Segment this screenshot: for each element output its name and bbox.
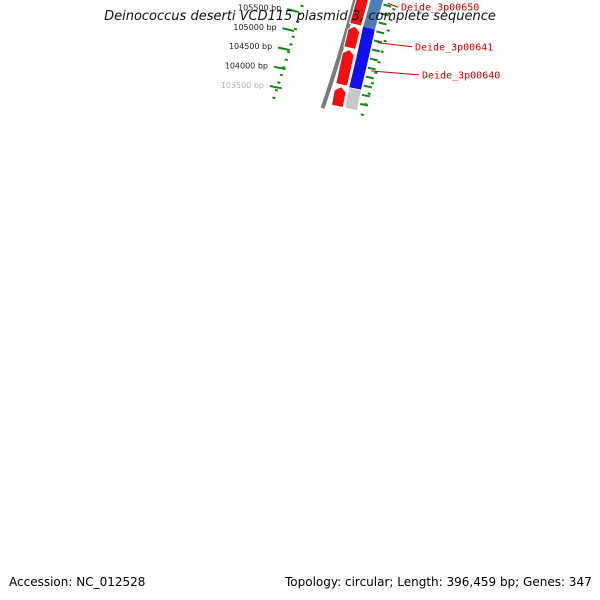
cds-feature — [343, 25, 361, 51]
inner-tick — [373, 39, 383, 44]
topology-summary: Topology: circular; Length: 396,459 bp; … — [285, 575, 592, 589]
dotted-ruler-ring — [272, 0, 306, 100]
inner-tick — [380, 12, 389, 17]
ruler-tick-label: 105500 bp — [238, 4, 281, 13]
inner-tick — [383, 3, 392, 8]
cds-feature — [335, 48, 355, 87]
ruler-tick-label: 105000 bp — [233, 23, 276, 32]
gene-label-leader — [371, 70, 420, 76]
ruler-tick-label: 104500 bp — [229, 42, 272, 51]
inner-tick — [369, 57, 378, 62]
inner-tick — [365, 75, 374, 80]
cds-feature — [330, 86, 347, 109]
gene-label: Deide_3p00650 — [401, 3, 479, 14]
inner-tick — [371, 48, 381, 53]
ruler-tick — [286, 8, 300, 14]
inner-tick — [359, 102, 369, 107]
gene-label: Deide_3p00640 — [422, 70, 500, 81]
gene-feature — [349, 26, 375, 90]
gene-label: Deide_3p00641 — [415, 42, 493, 53]
gene-feature — [363, 0, 384, 30]
gene-feature — [345, 87, 361, 111]
inner-tick — [367, 66, 376, 71]
ruler-tick — [273, 65, 286, 71]
ruler-tick-label: 104000 bp — [225, 61, 268, 70]
cds-feature — [348, 0, 369, 27]
inner-tick — [376, 30, 385, 35]
ruler-tick — [282, 27, 295, 33]
backbone-line — [320, 0, 358, 109]
accession-text: Accession: NC_012528 — [9, 575, 146, 589]
ruler-tick — [269, 85, 282, 90]
ruler-tick — [277, 46, 290, 52]
inner-tick — [361, 93, 371, 98]
map-title: Deinococcus deserti VCD115 plasmid 3, co… — [104, 9, 496, 24]
ruler-tick-label: 103500 bp — [221, 81, 264, 90]
inner-tick — [363, 84, 372, 89]
inner-tick — [378, 21, 387, 26]
gene-label-leader — [377, 42, 413, 48]
gene-label-leader — [387, 2, 399, 8]
